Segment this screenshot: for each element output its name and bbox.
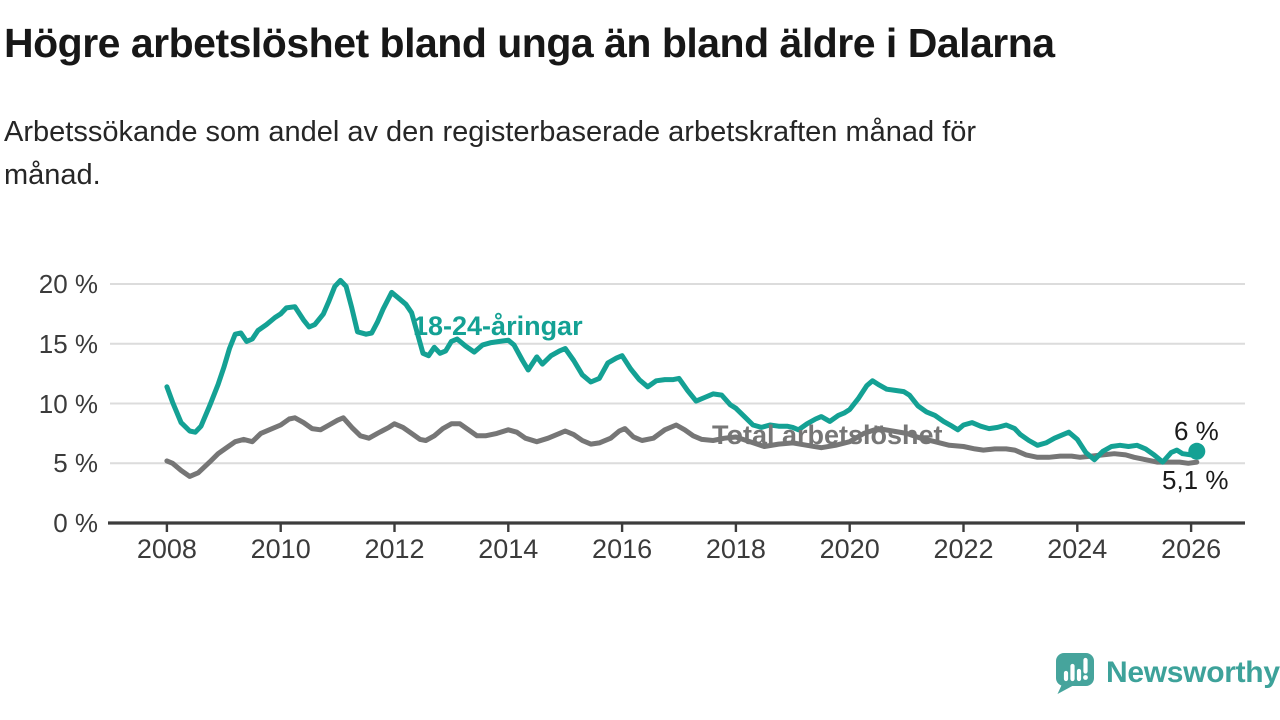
y-axis-label-5: 5 % (53, 448, 98, 479)
x-axis-label-2016: 2016 (592, 534, 653, 564)
newsworthy-bubble-chart-icon (1056, 653, 1094, 694)
y-axis-label-15: 15 % (38, 328, 98, 359)
series-line-young (164, 277, 1200, 465)
x-axis-label-2024: 2024 (1047, 534, 1108, 564)
x-axis-label-2014: 2014 (478, 534, 539, 564)
end-value-label-young: 6 % (1174, 416, 1219, 446)
series-label-total: Total arbetslöshet (712, 420, 943, 450)
series-label-young: 18-24-åringar (413, 311, 583, 341)
x-axis-label-2010: 2010 (250, 534, 311, 564)
x-axis-label-2026: 2026 (1161, 534, 1222, 564)
x-axis-label-2012: 2012 (364, 534, 425, 564)
x-axis-label-2008: 2008 (136, 534, 197, 564)
x-axis-label-2018: 2018 (705, 534, 766, 564)
newsworthy-logo: Newsworthy (1053, 650, 1280, 696)
chart-subtitle: Arbetssökande som andel av den registerb… (4, 116, 977, 191)
series-line-total (164, 415, 1200, 479)
chart-title: Högre arbetslöshet bland unga än bland ä… (4, 20, 1055, 66)
y-axis-label-0: 0 % (53, 508, 98, 538)
newsworthy-wordmark: Newsworthy (1106, 656, 1280, 689)
y-axis-label-20: 20 % (38, 269, 98, 299)
x-axis-label-2022: 2022 (933, 534, 994, 564)
x-axis-label-2020: 2020 (819, 534, 880, 564)
end-dot-young (1188, 442, 1206, 460)
y-axis-label-10: 10 % (38, 388, 98, 419)
end-value-label-total: 5,1 % (1162, 465, 1229, 495)
